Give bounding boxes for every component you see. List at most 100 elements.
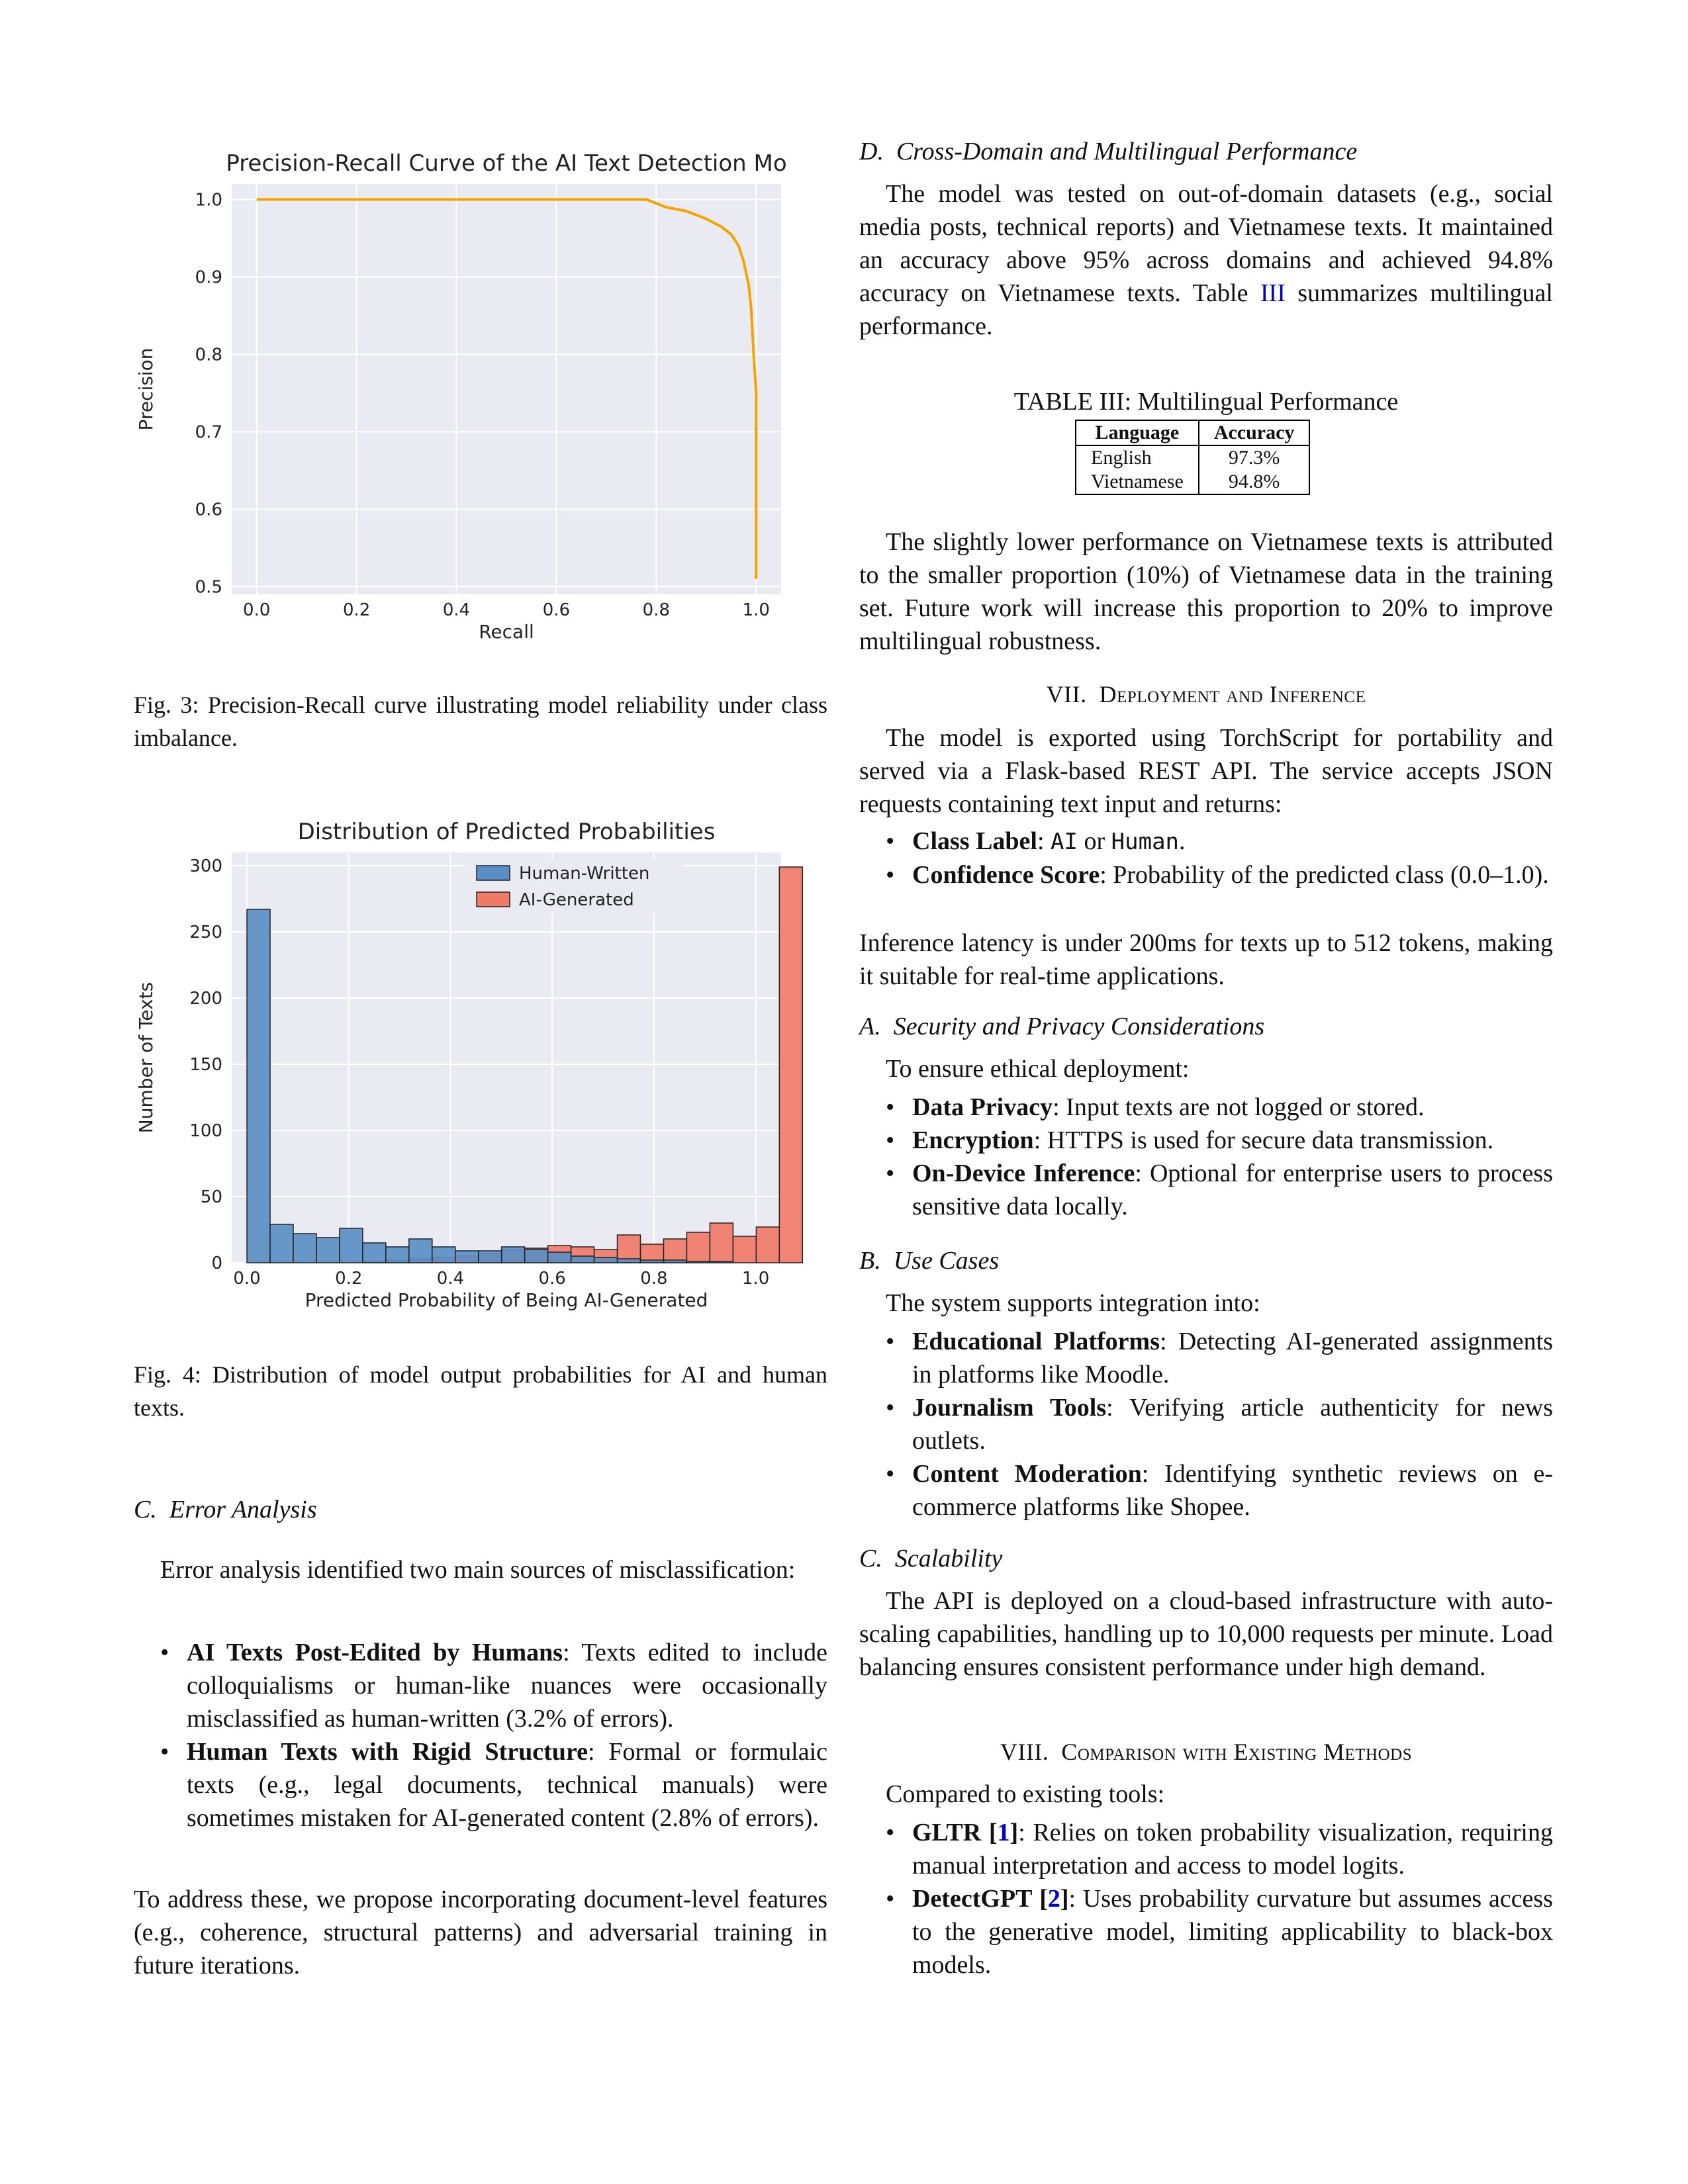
human-written-bar [455, 1250, 479, 1263]
latency-paragraph: Inference latency is under 200ms for tex… [859, 929, 1553, 990]
x-axis-label: Predicted Probability of Being AI-Genera… [305, 1289, 708, 1311]
ai-generated-bar [709, 1222, 734, 1263]
subsection-title: Cross-Domain and Multilingual Performanc… [896, 138, 1358, 165]
human-written-bar [593, 1257, 618, 1263]
human-written-bar [408, 1238, 433, 1263]
use-cases-intro: The system supports integration into: [886, 1289, 1260, 1317]
chart-title: Precision-Recall Curve of the AI Text De… [226, 150, 786, 177]
plot-background [232, 852, 781, 1263]
citation-link[interactable]: 2 [1047, 1885, 1060, 1913]
subsection-security: A. Security and Privacy Considerations [859, 1010, 1264, 1043]
citation-link[interactable]: 1 [997, 1819, 1010, 1846]
plot-background [232, 184, 781, 594]
bullet-bold-label: Educational Platforms [912, 1328, 1160, 1355]
human-written-bar [547, 1251, 572, 1263]
scalability-paragraph: The API is deployed on a cloud-based inf… [859, 1587, 1553, 1681]
human-written-bar [524, 1249, 549, 1263]
use-case-bullet-item: Content Moderation: Identifying syntheti… [859, 1457, 1553, 1524]
subsection-cross-domain: D. Cross-Domain and Multilingual Perform… [859, 135, 1357, 168]
bullet-text: : Input texts are not logged or stored. [1053, 1093, 1425, 1121]
comparison-bullet-item: GLTR [1]: Relies on token probability vi… [859, 1816, 1553, 1882]
table-header-cell: Accuracy [1197, 420, 1311, 446]
subsection-title: Use Cases [893, 1247, 1000, 1275]
use-case-bullet-item: Journalism Tools: Verifying article auth… [859, 1391, 1553, 1457]
y-tick-label: 100 [189, 1121, 222, 1141]
comparison-bullet-item: DetectGPT [2]: Uses probability curvatur… [859, 1882, 1553, 1981]
x-tick-label: 0.8 [640, 1269, 667, 1289]
figure-3-text: Precision-Recall curve illustrating mode… [134, 692, 827, 751]
code-label-ai: AI [1051, 829, 1078, 855]
bullet-bold-label: AI Texts Post-Edited by Humans [187, 1639, 563, 1666]
y-tick-label: 0.7 [195, 422, 222, 442]
subsection-letter: D. [859, 138, 884, 165]
pr-curve-line [256, 198, 758, 579]
subsection-letter: C. [134, 1496, 157, 1524]
legend-label: AI-Generated [519, 890, 634, 910]
human-written-bar [500, 1246, 526, 1263]
bullet-text: : Verifying article authenticity for new… [912, 1394, 1553, 1455]
y-axis-label: Precision [135, 348, 157, 431]
x-tick-label: 0.2 [343, 600, 370, 620]
error-bullet-list: AI Texts Post-Edited by Humans: Texts ed… [134, 1636, 827, 1835]
bullet-text: : Relies on token probability visualizat… [912, 1819, 1553, 1880]
legend-swatch [476, 865, 510, 881]
bullet-bold-label: Journalism Tools [912, 1394, 1107, 1422]
y-tick-label: 250 [189, 923, 222, 942]
deployment-bullet-item: Class Label: AI or Human. [859, 825, 1553, 858]
figure-4-caption: Fig. 4: Distribution of model output pro… [134, 1358, 827, 1424]
bullet-bold-label: GLTR [912, 1819, 982, 1846]
bullet-bold-label: On-Device Inference [912, 1160, 1135, 1187]
table-row: Vietnamese 94.8% [1075, 470, 1311, 494]
figure-4-text: Distribution of model output probabiliti… [134, 1361, 828, 1421]
figure-4-chart: 0.0 0.2 0.4 0.6 0.8 1.0 0 50 100 150 200 250 300 Dist… [134, 814, 827, 1330]
bullet-text: : Uses probability curvature but assumes… [912, 1885, 1553, 1979]
security-intro: To ensure ethical deployment: [886, 1055, 1190, 1083]
human-written-bar [663, 1259, 688, 1263]
x-tick-label: 0.4 [443, 600, 470, 620]
bullet-text: : [1037, 827, 1051, 855]
section-number: VIII. [1000, 1739, 1049, 1765]
human-written-bar [339, 1228, 363, 1263]
bullet-text: . [1179, 827, 1186, 855]
subsection-letter: B. [859, 1247, 881, 1275]
use-case-bullet-item: Educational Platforms: Detecting AI-gene… [859, 1325, 1553, 1391]
table-reference-link[interactable]: III [1260, 279, 1286, 307]
ai-generated-bar [686, 1232, 711, 1263]
bullet-text: : HTTPS is used for secure data transmis… [1033, 1126, 1494, 1154]
section-title: Deployment and Inference [1099, 681, 1366, 707]
bullet-bold-label: DetectGPT [912, 1885, 1033, 1913]
bullet-bold-label: Class Label [912, 827, 1037, 855]
table-caption: TABLE III: Multilingual Performance [1013, 388, 1399, 416]
table-header-row: Language Accuracy [1075, 420, 1311, 446]
y-tick-label: 0.8 [195, 345, 222, 365]
subsection-use-cases: B. Use Cases [859, 1244, 999, 1277]
human-written-bar [477, 1250, 502, 1263]
error-analysis-intro: Error analysis identified two main sourc… [160, 1556, 796, 1584]
ai-generated-bar [778, 866, 804, 1263]
deployment-paragraph: The model is exported using TorchScript … [859, 724, 1553, 818]
subsection-scalability: C. Scalability [859, 1542, 1002, 1575]
human-written-bar [269, 1224, 294, 1263]
human-written-bar [316, 1237, 340, 1263]
deployment-bullet-item: Confidence Score: Probability of the pre… [859, 858, 1553, 891]
code-label-human: Human [1111, 829, 1180, 855]
paragraph-text: summarizes multilingual performance. [859, 279, 1553, 340]
x-tick-label: 0.0 [243, 600, 270, 620]
human-written-bar [385, 1246, 410, 1263]
human-written-bar [362, 1242, 387, 1263]
human-written-bar [293, 1233, 317, 1263]
comparison-bullet-list: GLTR [1]: Relies on token probability vi… [859, 1816, 1553, 1981]
subsection-title: Security and Privacy Considerations [893, 1013, 1265, 1040]
legend-label: Human-Written [519, 864, 649, 884]
human-written-bar [709, 1261, 734, 1263]
y-tick-label: 1.0 [195, 190, 222, 210]
y-tick-label: 50 [201, 1187, 222, 1207]
error-bullet-item: AI Texts Post-Edited by Humans: Texts ed… [134, 1636, 827, 1735]
y-tick-label: 300 [189, 856, 222, 876]
x-tick-label: 0.2 [335, 1269, 362, 1289]
table-header-cell: Language [1075, 420, 1199, 446]
security-bullet-item: Data Privacy: Input texts are not logged… [859, 1091, 1553, 1124]
x-tick-label: 1.0 [743, 600, 770, 620]
x-tick-label: 0.6 [543, 600, 570, 620]
chart-title: Distribution of Predicted Probabilities [298, 819, 716, 845]
